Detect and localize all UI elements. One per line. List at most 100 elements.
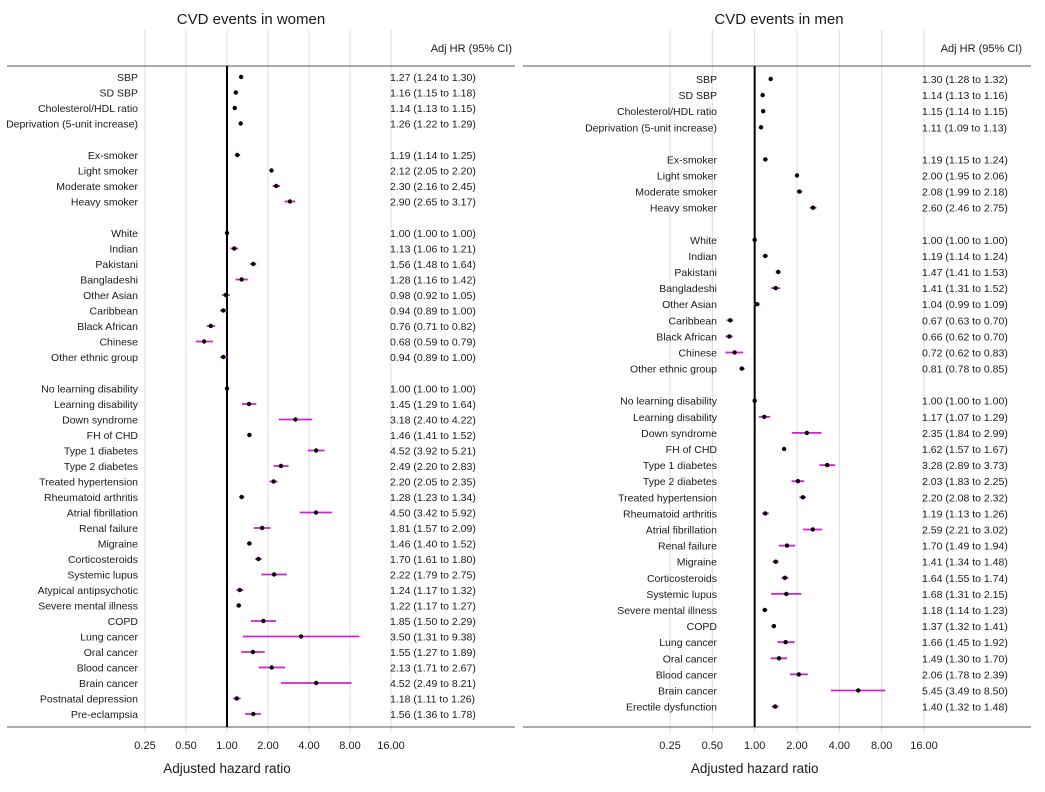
panel-2-hr-point (763, 157, 768, 162)
panel-2-row-label: Atrial fibrillation (646, 525, 717, 537)
panel-1-row-label: Pre-eclampsia (71, 709, 138, 721)
panel-1-row-label: Other Asian (83, 290, 138, 302)
panel-1-row-ci-text: 1.46 (1.40 to 1.52) (390, 539, 476, 551)
panel-2-row-label: Chinese (678, 348, 717, 360)
panel-1-row-label: Type 2 diabetes (64, 461, 138, 473)
panel-2-hr-point (804, 430, 810, 436)
panel-1-hr-point (239, 494, 244, 500)
panel-2-hr-point (760, 92, 765, 98)
panel-1-hr-point (232, 105, 237, 111)
panel-1-row-label: Renal failure (79, 523, 138, 535)
panel-1-row-ci-text: 1.13 (1.06 to 1.21) (390, 244, 476, 256)
panel-2-hr-point (771, 623, 777, 629)
panel-2-hr-point (763, 511, 768, 516)
panel-2-row-label: Heavy smoker (650, 203, 718, 215)
panel-2-row-label: Corticosteroids (647, 573, 717, 585)
panel-2-xtick-label: 8.00 (871, 740, 892, 752)
panel-1-row-label: White (111, 228, 138, 240)
panel-1-row-ci-text: 1.28 (1.16 to 1.42) (390, 275, 476, 287)
panel-1-xtick-label: 8.00 (339, 740, 360, 752)
panel-2-row-ci-text: 1.19 (1.13 to 1.26) (922, 508, 1008, 520)
panel-2-row-ci-text: 3.28 (2.89 to 3.73) (922, 460, 1008, 472)
panel-2-row-ci-text: 1.14 (1.13 to 1.16) (922, 90, 1008, 102)
panel-2-xtick-label: 1.00 (744, 740, 765, 752)
panel-2-hr-point (728, 318, 733, 323)
panel-1-row-ci-text: 4.52 (3.92 to 5.21) (390, 446, 476, 458)
panel-2-hr-point (782, 575, 788, 580)
panel-1-row-ci-text: 2.30 (2.16 to 2.45) (390, 181, 476, 193)
panel-2-xtick-label: 16.00 (910, 740, 938, 752)
panel-2-row-label: Indian (688, 251, 717, 263)
panel-1-hr-point (313, 510, 319, 515)
panel-1-hr-point (239, 277, 244, 282)
panel-1-row-label: Lung cancer (80, 632, 138, 644)
panel-2-row-label: Oral cancer (663, 653, 718, 665)
panel-1-hr-point (287, 199, 293, 204)
panel-2-row-ci-text: 1.70 (1.49 to 1.94) (922, 541, 1008, 553)
panel-1-row-ci-text: 1.56 (1.48 to 1.64) (390, 259, 476, 271)
panel-1-hr-point (246, 401, 252, 407)
panel-1-hr-point (251, 261, 256, 267)
panel-1-xtick-label: 4.00 (298, 740, 319, 752)
panel-1-row-label: Severe mental illness (38, 601, 138, 613)
panel-2-row-label: COPD (687, 621, 718, 633)
panel-1-hr-point (251, 711, 256, 717)
panel-2-xtick-label: 4.00 (829, 740, 850, 752)
panel-1-row-ci-text: 1.28 (1.23 to 1.34) (390, 492, 476, 504)
panel-1-row-label: SBP (117, 72, 138, 84)
panel-2-row-ci-text: 1.40 (1.32 to 1.48) (922, 702, 1008, 714)
panel-2-row-ci-text: 5.45 (3.49 to 8.50) (922, 686, 1008, 698)
panel-1-row-label: Migraine (98, 539, 138, 551)
panel-1-row-ci-text: 1.46 (1.41 to 1.52) (390, 430, 476, 442)
panel-1-row-ci-text: 1.55 (1.27 to 1.89) (390, 647, 476, 659)
panel-2-ci-header: Adj HR (95% CI) (941, 43, 1022, 55)
panel-2-row-label: Erectile dysfunction (626, 702, 717, 714)
panel-1-row-label: Atrial fibrillation (67, 508, 138, 520)
panel-2-row-ci-text: 1.64 (1.55 to 1.74) (922, 573, 1008, 585)
panel-2-row-ci-text: 2.08 (1.99 to 2.18) (922, 187, 1008, 199)
panel-1-row-ci-text: 2.90 (2.65 to 3.17) (390, 197, 476, 209)
panel-1-row-ci-text: 3.18 (2.40 to 4.22) (390, 415, 476, 427)
panel-1-row-label: Heavy smoker (71, 197, 139, 209)
panel-2-hr-point (768, 76, 773, 82)
panel-2-hr-point (810, 527, 815, 532)
panel-1-hr-point (238, 74, 244, 80)
panel-1-hr-point (314, 448, 319, 453)
panel-1-hr-point (221, 308, 226, 313)
panel-1-row-ci-text: 1.27 (1.24 to 1.30) (390, 72, 476, 84)
panel-1-row-ci-text: 1.00 (1.00 to 1.00) (390, 228, 476, 240)
panel-2-row-label: Black African (656, 331, 717, 343)
panel-2-row-ci-text: 2.60 (2.46 to 2.75) (922, 203, 1008, 215)
panel-1-row-ci-text: 4.52 (2.49 to 8.21) (390, 678, 476, 690)
panel-1-row-ci-text: 2.49 (2.20 to 2.83) (390, 461, 476, 473)
panel-2-hr-point (776, 656, 782, 661)
panel-1-hr-point (221, 354, 226, 360)
panel-1-hr-point (247, 432, 252, 438)
panel-2-hr-point (781, 446, 787, 452)
panel-1-hr-point (271, 572, 277, 577)
panel-1-hr-point (250, 649, 256, 655)
panel-2-row-label: FH of CHD (666, 444, 718, 456)
panel-2-hr-point (773, 704, 778, 709)
panel-2-hr-point (762, 607, 767, 613)
panel-2-hr-point (739, 366, 744, 371)
panel-1-row-label: Rheumatoid arthritis (44, 492, 138, 504)
panel-1-row-label: COPD (108, 616, 139, 628)
panel-1-row-ci-text: 1.26 (1.22 to 1.29) (390, 119, 476, 131)
panel-2-row-ci-text: 1.49 (1.30 to 1.70) (922, 653, 1008, 665)
panel-2-row-ci-text: 1.18 (1.14 to 1.23) (922, 605, 1008, 617)
panel-2-row-ci-text: 1.19 (1.14 to 1.24) (922, 251, 1008, 263)
panel-1-hr-point (274, 183, 279, 189)
panel-1-hr-point (233, 90, 238, 95)
panel-1-row-ci-text: 4.50 (3.42 to 5.92) (390, 508, 476, 520)
panel-1-row-label: Deprivation (5-unit increase) (6, 119, 138, 131)
panel-2-row-label: Blood cancer (656, 669, 718, 681)
panel-1-hr-point (314, 680, 319, 686)
panel-1-row-label: Type 1 diabetes (64, 446, 138, 458)
panel-2-row-ci-text: 1.19 (1.15 to 1.24) (922, 154, 1008, 166)
panel-1-row-ci-text: 2.22 (1.79 to 2.75) (390, 570, 476, 582)
panel-1-row-ci-text: 1.56 (1.36 to 1.78) (390, 709, 476, 721)
panel-2-hr-point (784, 591, 789, 597)
panel-2-row-label: Bangladeshi (659, 283, 717, 295)
panel-2-row-ci-text: 1.30 (1.28 to 1.32) (922, 74, 1008, 86)
